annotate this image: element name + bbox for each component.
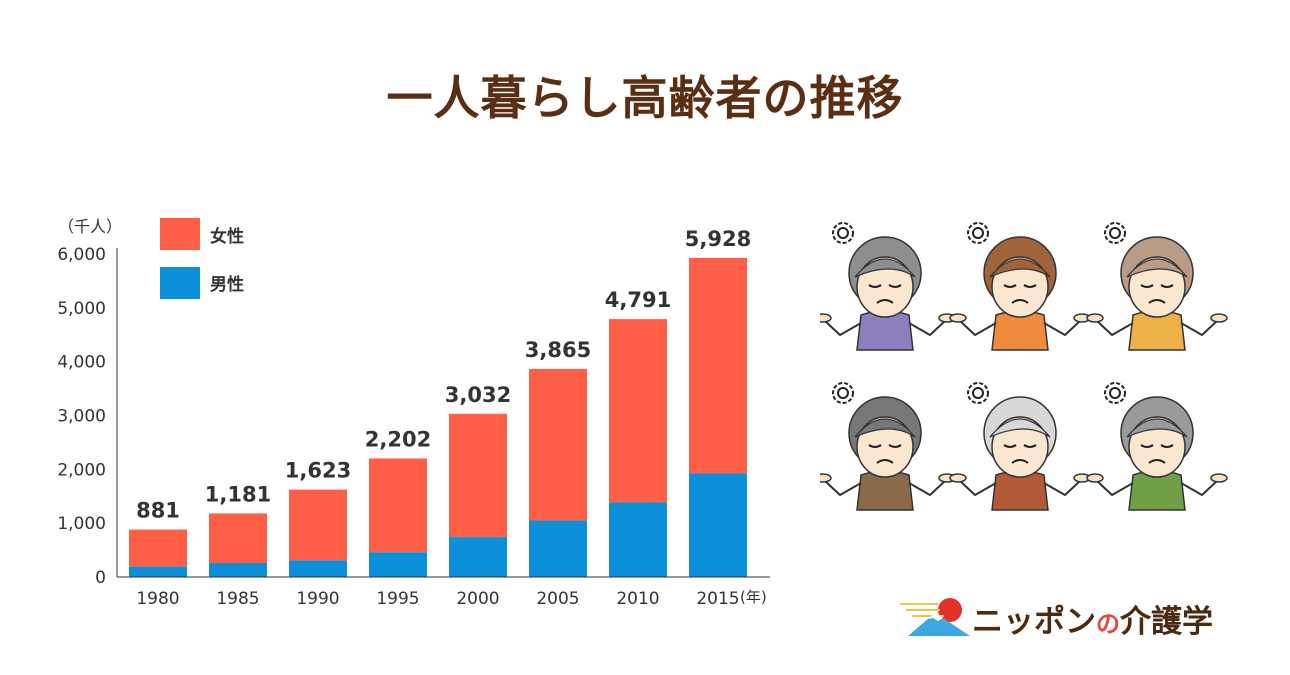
logo-text-part1: ニッポン xyxy=(972,604,1096,640)
data-label-total: 1,623 xyxy=(285,459,351,483)
bar-male xyxy=(209,563,267,577)
page-title: 一人暮らし高齢者の推移 xyxy=(386,71,904,125)
y-tick-label: 6,000 xyxy=(57,245,106,265)
legend-swatch-female xyxy=(160,218,200,250)
legend-label-female: 女性 xyxy=(210,226,244,247)
bar-male xyxy=(449,537,507,577)
data-label-total: 1,181 xyxy=(205,482,271,506)
logo-text: ニッポンの介護学 xyxy=(972,596,1213,641)
x-tick-label: 1985 xyxy=(216,589,259,609)
bar-male xyxy=(289,560,347,577)
y-tick-label: 4,000 xyxy=(57,353,106,373)
bar-female xyxy=(529,368,587,521)
y-tick-label: 1,000 xyxy=(57,514,106,534)
worried-elderly-woman-icon xyxy=(949,222,1091,351)
x-tick-label: 2000 xyxy=(456,589,499,609)
legend-label-male: 男性 xyxy=(210,274,244,295)
y-tick-label: 0 xyxy=(95,568,106,588)
y-axis-unit-label: （千人） xyxy=(58,217,122,236)
logo-text-part2: 介護学 xyxy=(1120,604,1213,640)
legend-swatch-male xyxy=(160,267,200,299)
mount-fuji-sun-logo-icon xyxy=(900,598,970,636)
bar-female xyxy=(609,319,667,503)
bar-male xyxy=(129,566,187,577)
bar-female xyxy=(129,529,187,567)
bar-male xyxy=(609,502,667,577)
y-tick-label: 3,000 xyxy=(57,407,106,427)
x-tick-label: 1980 xyxy=(136,589,179,609)
y-tick-label: 2,000 xyxy=(57,460,106,480)
bar-female xyxy=(449,413,507,538)
y-tick-label: 5,000 xyxy=(57,299,106,319)
bar-male xyxy=(529,520,587,577)
x-tick-label: 2010 xyxy=(616,589,659,609)
worried-elderly-woman-icon xyxy=(1086,222,1228,351)
worried-elderly-illustrations xyxy=(820,222,1228,511)
bar-female xyxy=(209,513,267,564)
logo-text-no: の xyxy=(1096,610,1120,638)
bar-female xyxy=(289,489,347,561)
data-label-total: 3,032 xyxy=(445,383,511,407)
x-tick-label: 2015 xyxy=(696,589,739,609)
data-label-total: 5,928 xyxy=(685,227,751,251)
bar-female xyxy=(689,257,747,474)
worried-elderly-woman-icon xyxy=(820,222,956,351)
worried-elderly-man-icon xyxy=(1086,382,1228,511)
nippon-kaigogaku-logo[interactable]: ニッポンの介護学 xyxy=(900,590,1270,640)
bar-male xyxy=(689,473,747,577)
data-label-total: 2,202 xyxy=(365,427,431,451)
data-label-total: 4,791 xyxy=(605,288,671,312)
stacked-bar-chart: （千人） 0 1,000 2,000 3,000 4,000 5,000 6,000 881 19… xyxy=(57,217,770,609)
x-tick-label: 1995 xyxy=(376,589,419,609)
bar-male xyxy=(369,552,427,577)
x-axis-unit-label: (年) xyxy=(740,588,767,606)
bar-female xyxy=(369,458,427,553)
worried-elderly-man-icon xyxy=(820,382,956,511)
x-tick-label: 2005 xyxy=(536,589,579,609)
x-tick-label: 1990 xyxy=(296,589,339,609)
worried-elderly-man-icon xyxy=(949,382,1091,511)
data-label-total: 3,865 xyxy=(525,338,591,362)
data-label-total: 881 xyxy=(136,499,180,523)
